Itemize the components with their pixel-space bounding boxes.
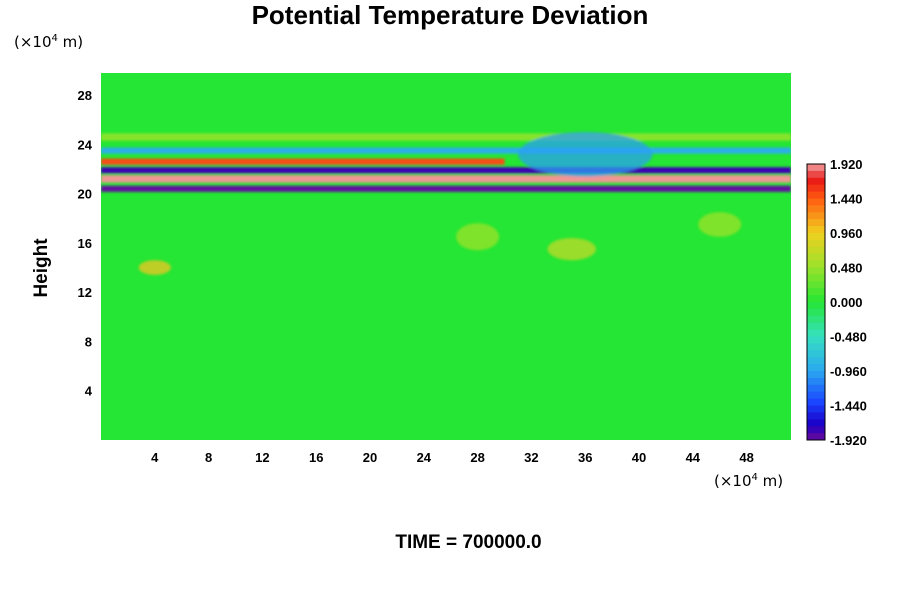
- colorbar-tick-label: -1.440: [830, 399, 867, 414]
- colorbar-swatch: [807, 371, 825, 379]
- x-tick-label: 24: [417, 450, 432, 465]
- colorbar-swatch: [807, 205, 825, 213]
- colorbar-swatch: [807, 419, 825, 427]
- colorbar-swatch: [807, 274, 825, 282]
- x-tick-labels: 4 8 12 16 20 24 28 32 36 40 44 48: [151, 450, 754, 465]
- colorbar-swatch: [807, 219, 825, 227]
- field-patch-9: [456, 223, 500, 251]
- colorbar-swatch: [807, 377, 825, 386]
- y-tick-label: 28: [78, 88, 92, 103]
- colorbar-swatch: [807, 212, 825, 220]
- y-tick-label: 8: [85, 334, 92, 349]
- colorbar-tick-label: -0.480: [830, 330, 867, 345]
- x-tick-label: 40: [632, 450, 646, 465]
- colorbar-tick-label: -0.960: [830, 364, 867, 379]
- colorbar-swatch: [807, 322, 825, 331]
- x-tick-label: 8: [205, 450, 212, 465]
- colorbar-swatch: [807, 295, 825, 303]
- y-tick-labels: 4 8 12 16 20 24 28: [78, 88, 93, 399]
- colorbar-swatch: [807, 233, 825, 241]
- y-tick-label: 24: [78, 137, 93, 152]
- colorbar-swatch: [807, 281, 825, 289]
- colorbar-swatch: [807, 177, 825, 186]
- field-band-2: [101, 167, 791, 174]
- chart-title: Potential Temperature Deviation: [251, 0, 649, 30]
- colorbar-swatch: [807, 398, 825, 406]
- field-layer: [101, 132, 791, 275]
- colorbar-tick-label: 1.440: [830, 192, 863, 207]
- x-tick-label: 44: [686, 450, 701, 465]
- colorbar-swatch: [807, 405, 825, 413]
- x-axis-unit: (×104 m): [714, 472, 784, 490]
- colorbar-frame: [806, 163, 826, 441]
- colorbar-swatch: [807, 315, 825, 324]
- colorbar-swatch: [807, 184, 825, 193]
- colorbar-swatch: [807, 191, 825, 199]
- colorbar: 1.920 1.440 0.960 0.480 0.000 -0.480 -0.960 -1.…: [806, 157, 867, 448]
- x-tick-label: 12: [255, 450, 269, 465]
- field-patch-10: [517, 132, 653, 177]
- x-tick-label: 4: [151, 450, 159, 465]
- y-tick-label: 20: [78, 187, 92, 202]
- colorbar-tick-label: 0.000: [830, 295, 863, 310]
- field-band-1: [101, 175, 791, 183]
- x-tick-label: 20: [363, 450, 377, 465]
- colorbar-tick-label: -1.920: [830, 433, 867, 448]
- x-tick-label: 16: [309, 450, 323, 465]
- field-patch-7: [547, 238, 596, 261]
- colorbar-swatch: [807, 412, 825, 420]
- colorbar-swatch: [807, 391, 825, 400]
- colorbar-swatch: [807, 426, 825, 434]
- field-patch-8: [698, 212, 742, 237]
- colorbar-swatch: [807, 226, 825, 234]
- field-band-5: [101, 133, 791, 141]
- colorbar-swatch: [807, 239, 825, 248]
- colorbar-swatch: [807, 343, 825, 351]
- x-tick-label: 28: [470, 450, 484, 465]
- colorbar-tick-label: 1.920: [830, 157, 863, 172]
- field-band-3: [101, 158, 505, 165]
- colorbar-swatch: [807, 253, 825, 262]
- colorbar-swatch: [807, 329, 825, 337]
- field-band-0: [101, 185, 791, 192]
- colorbar-swatch: [807, 267, 825, 275]
- colorbar-swatch: [807, 260, 825, 268]
- colorbar-swatch: [807, 288, 825, 296]
- colorbar-swatch: [807, 357, 825, 365]
- colorbar-swatch: [807, 302, 825, 310]
- colorbar-swatch: [807, 170, 825, 179]
- colorbar-swatch: [807, 336, 825, 344]
- colorbar-swatch: [807, 198, 825, 206]
- y-axis-unit: (×104 m): [14, 33, 84, 51]
- colorbar-tick-label: 0.960: [830, 226, 863, 241]
- y-tick-label: 16: [78, 236, 92, 251]
- field-band-4: [101, 147, 791, 154]
- colorbar-swatch: [807, 350, 825, 358]
- field-patch-6: [138, 260, 171, 275]
- colorbar-swatch: [807, 246, 825, 255]
- colorbar-swatch: [807, 308, 825, 317]
- plot-area: [101, 73, 791, 440]
- colorbar-swatch: [807, 384, 825, 393]
- y-tick-label: 12: [78, 285, 92, 300]
- x-tick-label: 36: [578, 450, 592, 465]
- colorbar-swatch: [807, 364, 825, 372]
- colorbar-tick-label: 0.480: [830, 261, 863, 276]
- x-tick-label: 48: [739, 450, 753, 465]
- time-label: TIME = 700000.0: [395, 532, 542, 553]
- colorbar-swatch: [807, 164, 825, 172]
- colorbar-swatch: [807, 433, 825, 441]
- x-tick-label: 32: [524, 450, 538, 465]
- y-tick-label: 4: [85, 384, 93, 399]
